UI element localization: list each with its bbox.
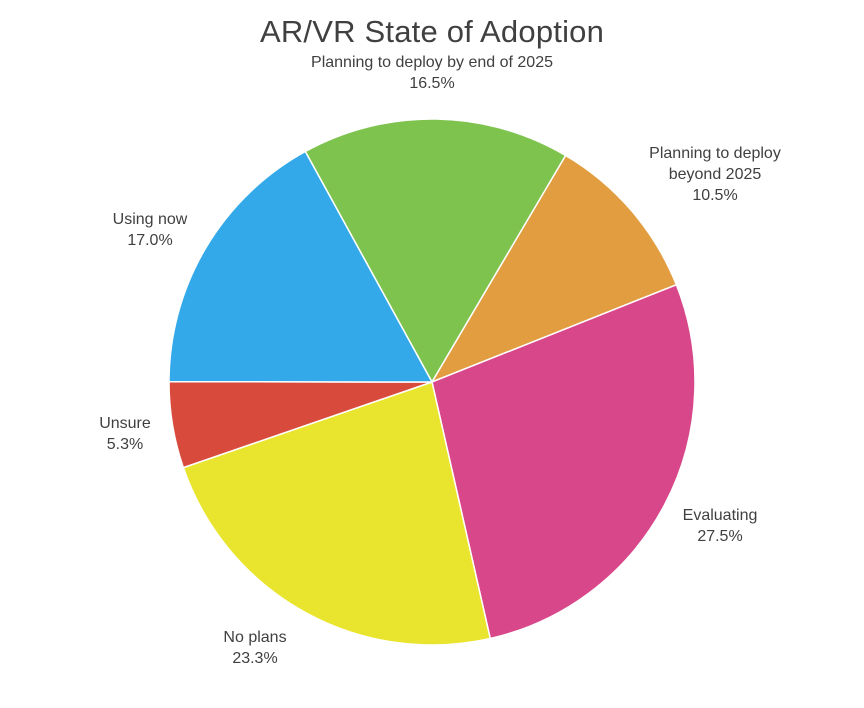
label-value: 17.0%: [127, 232, 173, 249]
label-evaluating: Evaluating 27.5%: [660, 505, 780, 547]
label-value: 23.3%: [232, 650, 278, 667]
label-unsure: Unsure 5.3%: [80, 413, 170, 455]
label-value: 27.5%: [697, 528, 743, 545]
pie-slice-using-now: [168, 150, 434, 383]
pie-slice-evaluating: [431, 283, 696, 640]
label-text: Using now: [112, 211, 188, 228]
label-value: 16.5%: [409, 75, 455, 92]
label-value: 5.3%: [106, 436, 144, 453]
label-planning-beyond-2025: Planning to deploy beyond 2025 10.5%: [630, 143, 800, 206]
chart-title: AR/VR State of Adoption: [259, 14, 605, 49]
label-text: No plans: [223, 629, 287, 646]
label-text: Planning to deploy: [649, 145, 781, 162]
label-text-2: beyond 2025: [668, 166, 762, 183]
label-text: Planning to deploy by end of 2025: [311, 54, 553, 71]
label-value: 10.5%: [692, 187, 738, 204]
label-using-now: Using now 17.0%: [95, 209, 205, 251]
label-text: Evaluating: [682, 507, 758, 524]
pie-slice-no-plans: [182, 381, 492, 646]
label-text: Unsure: [99, 415, 151, 432]
label-no-plans: No plans 23.3%: [200, 627, 310, 669]
label-planning-by-2025: Planning to deploy by end of 2025 16.5%: [280, 52, 584, 94]
pie-slice-planning-to-deploy-beyond-2025: [430, 154, 678, 384]
pie-slice-planning-to-deploy-by-end-of-2025: [304, 118, 567, 384]
